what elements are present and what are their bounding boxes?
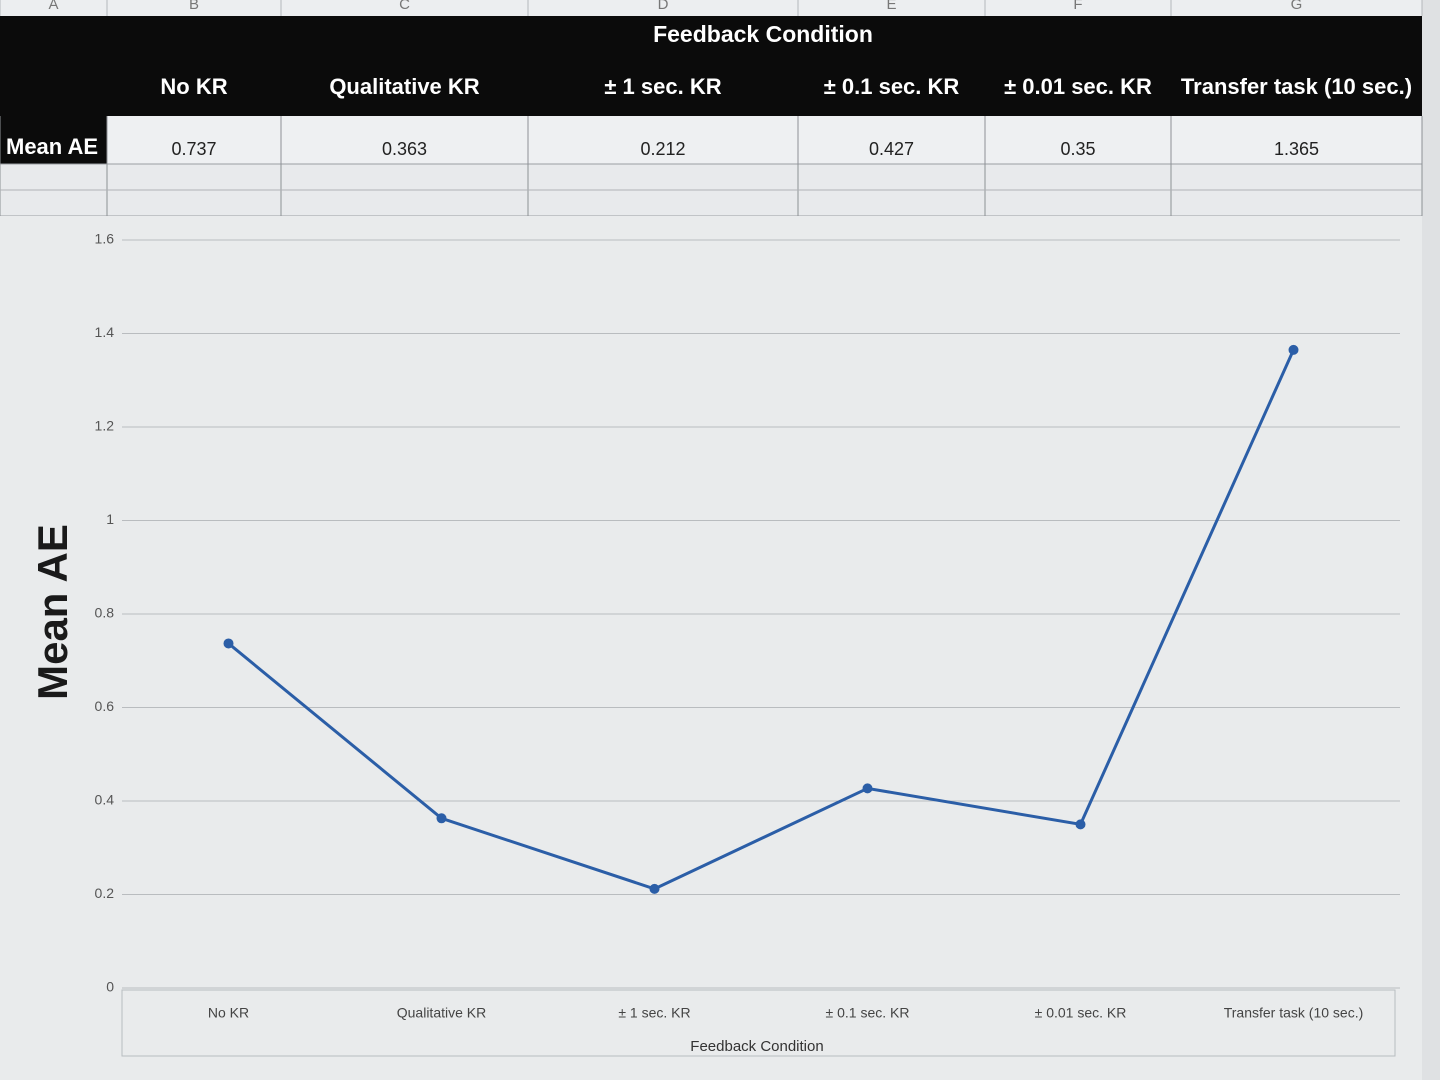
cell-value: 0.737 [171, 139, 216, 159]
y-tick-label: 1.2 [95, 418, 115, 434]
y-tick-label: 0.8 [95, 605, 115, 621]
row-label: Mean AE [6, 134, 98, 159]
cell-value: 1.365 [1274, 139, 1319, 159]
y-tick-label: 1 [106, 511, 114, 527]
cell-value: 0.427 [869, 139, 914, 159]
x-tick-label: ± 0.01 sec. KR [1035, 1005, 1127, 1021]
y-tick-label: 1.4 [95, 324, 115, 340]
column-letter: B [189, 0, 199, 13]
column-letter: F [1073, 0, 1082, 13]
header-band [0, 16, 1422, 116]
x-tick-label: Qualitative KR [397, 1005, 486, 1021]
row-label-cell [0, 116, 107, 164]
y-tick-label: 1.6 [95, 231, 115, 247]
column-header: ± 1 sec. KR [604, 74, 721, 99]
column-letter: C [399, 0, 410, 13]
data-point [436, 813, 447, 824]
column-letter: A [48, 0, 58, 13]
x-tick-label: Transfer task (10 sec.) [1224, 1005, 1364, 1021]
column-header: Transfer task (10 sec.) [1181, 74, 1412, 99]
column-header-strip [0, 0, 1440, 16]
x-axis-box [121, 989, 1396, 1057]
y-tick-label: 0.2 [95, 885, 115, 901]
sheet-edge [1422, 0, 1440, 1080]
column-letter: D [658, 0, 669, 13]
x-axis-title: Feedback Condition [690, 1038, 823, 1055]
cell-value: 0.363 [382, 139, 427, 159]
y-tick-label: 0 [106, 979, 114, 995]
data-row [107, 116, 1422, 164]
column-letter: G [1291, 0, 1303, 13]
data-point [1075, 819, 1086, 830]
column-header: No KR [160, 74, 227, 99]
x-tick-label: No KR [208, 1005, 249, 1021]
y-axis-title: Mean AE [29, 524, 76, 700]
column-letter: E [886, 0, 896, 13]
y-tick-label: 0.6 [95, 698, 115, 714]
x-tick-label: ± 0.1 sec. KR [826, 1005, 910, 1021]
group-header: Feedback Condition [653, 21, 873, 47]
y-tick-label: 0.4 [95, 792, 115, 808]
data-line [227, 349, 1295, 891]
data-point [862, 783, 873, 794]
data-point [649, 883, 660, 894]
data-point [1288, 344, 1299, 355]
x-tick-label: ± 1 sec. KR [618, 1005, 690, 1021]
column-header: ± 0.1 sec. KR [824, 74, 960, 99]
chart-area [0, 216, 1422, 1080]
column-header: ± 0.01 sec. KR [1004, 74, 1152, 99]
column-header: Qualitative KR [329, 74, 479, 99]
data-point [223, 638, 234, 649]
cell-value: 0.212 [640, 139, 685, 159]
cell-value: 0.35 [1060, 139, 1095, 159]
